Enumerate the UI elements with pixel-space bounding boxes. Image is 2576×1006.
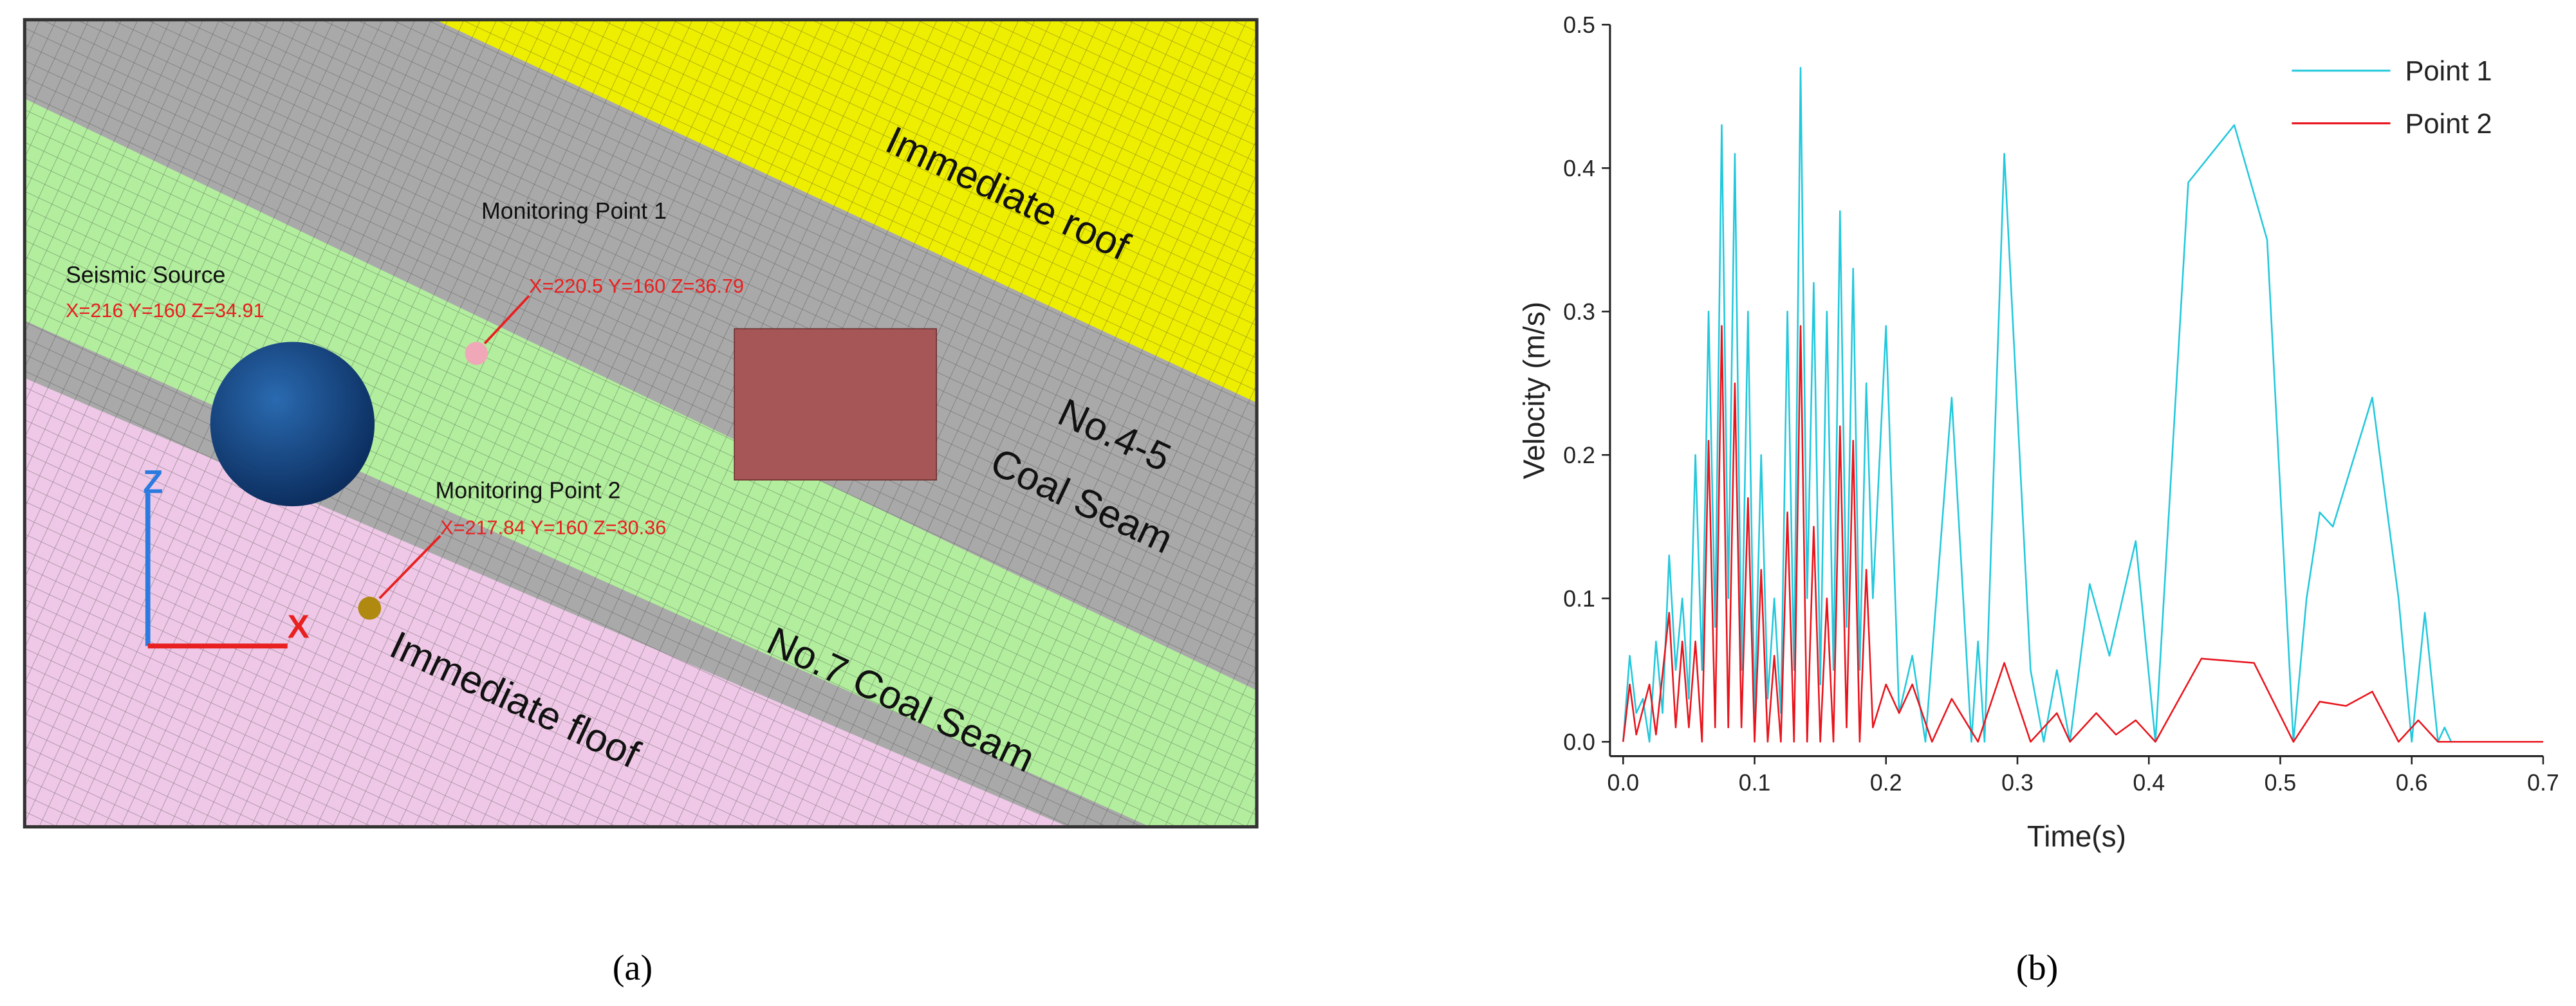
label: Seismic Source: [66, 262, 225, 288]
coords: X=217.84 Y=160 Z=30.36: [440, 517, 666, 539]
x-tick-label: 0.6: [2396, 770, 2428, 796]
model-panel: Z X Seismic Source X=216 Y=160 Z=34.91 M…: [24, 19, 1257, 827]
series-line: [1622, 325, 2543, 743]
x-axis-label: Time(s): [2027, 819, 2126, 853]
axis-label: Z: [143, 464, 163, 500]
axis-label: X: [288, 608, 310, 645]
y-tick-label: 0.2: [1563, 443, 1595, 468]
velocity-chart: 0.0 0.1 0.2 0.3 0.4 0.5 0.0 0.1 0.2 0.3 0.4 0.5 0.6 0…: [1517, 12, 2559, 853]
x-tick-label: 0.2: [1870, 770, 1902, 796]
coords: X=220.5 Y=160 Z=36.79: [529, 275, 744, 297]
y-tick-label: 0.3: [1563, 299, 1595, 325]
label: Monitoring Point 1: [481, 198, 667, 224]
y-tick-label: 0.0: [1563, 729, 1595, 755]
y-tick-label: 0.1: [1563, 586, 1595, 612]
x-tick-label: 0.5: [2265, 770, 2297, 796]
caption: (b): [2016, 948, 2058, 988]
monitoring-point-1: [465, 342, 488, 365]
y-tick-label: 0.5: [1563, 12, 1595, 38]
legend-label: Point 1: [2405, 56, 2492, 87]
y-axis-label: Velocity (m/s): [1517, 302, 1551, 479]
panel-frame: [23, 18, 1259, 828]
monitoring-point-2: [358, 596, 382, 620]
arrow: [483, 295, 530, 345]
x-tick-label: 0.0: [1607, 770, 1639, 796]
seismic-source: [210, 342, 375, 507]
coords: X=216 Y=160 Z=34.91: [66, 300, 264, 322]
y-tick-label: 0.4: [1563, 156, 1595, 181]
block: [734, 328, 937, 480]
x-tick-label: 0.7: [2527, 770, 2559, 796]
x-tick-label: 0.4: [2133, 770, 2165, 796]
label: Monitoring Point 2: [436, 477, 621, 503]
caption: (a): [613, 948, 653, 988]
series-line: [1622, 66, 2543, 743]
x-tick-label: 0.3: [2001, 770, 2034, 796]
legend-label: Point 2: [2405, 109, 2492, 140]
arrow: [378, 535, 441, 599]
x-tick-label: 0.1: [1739, 770, 1771, 796]
